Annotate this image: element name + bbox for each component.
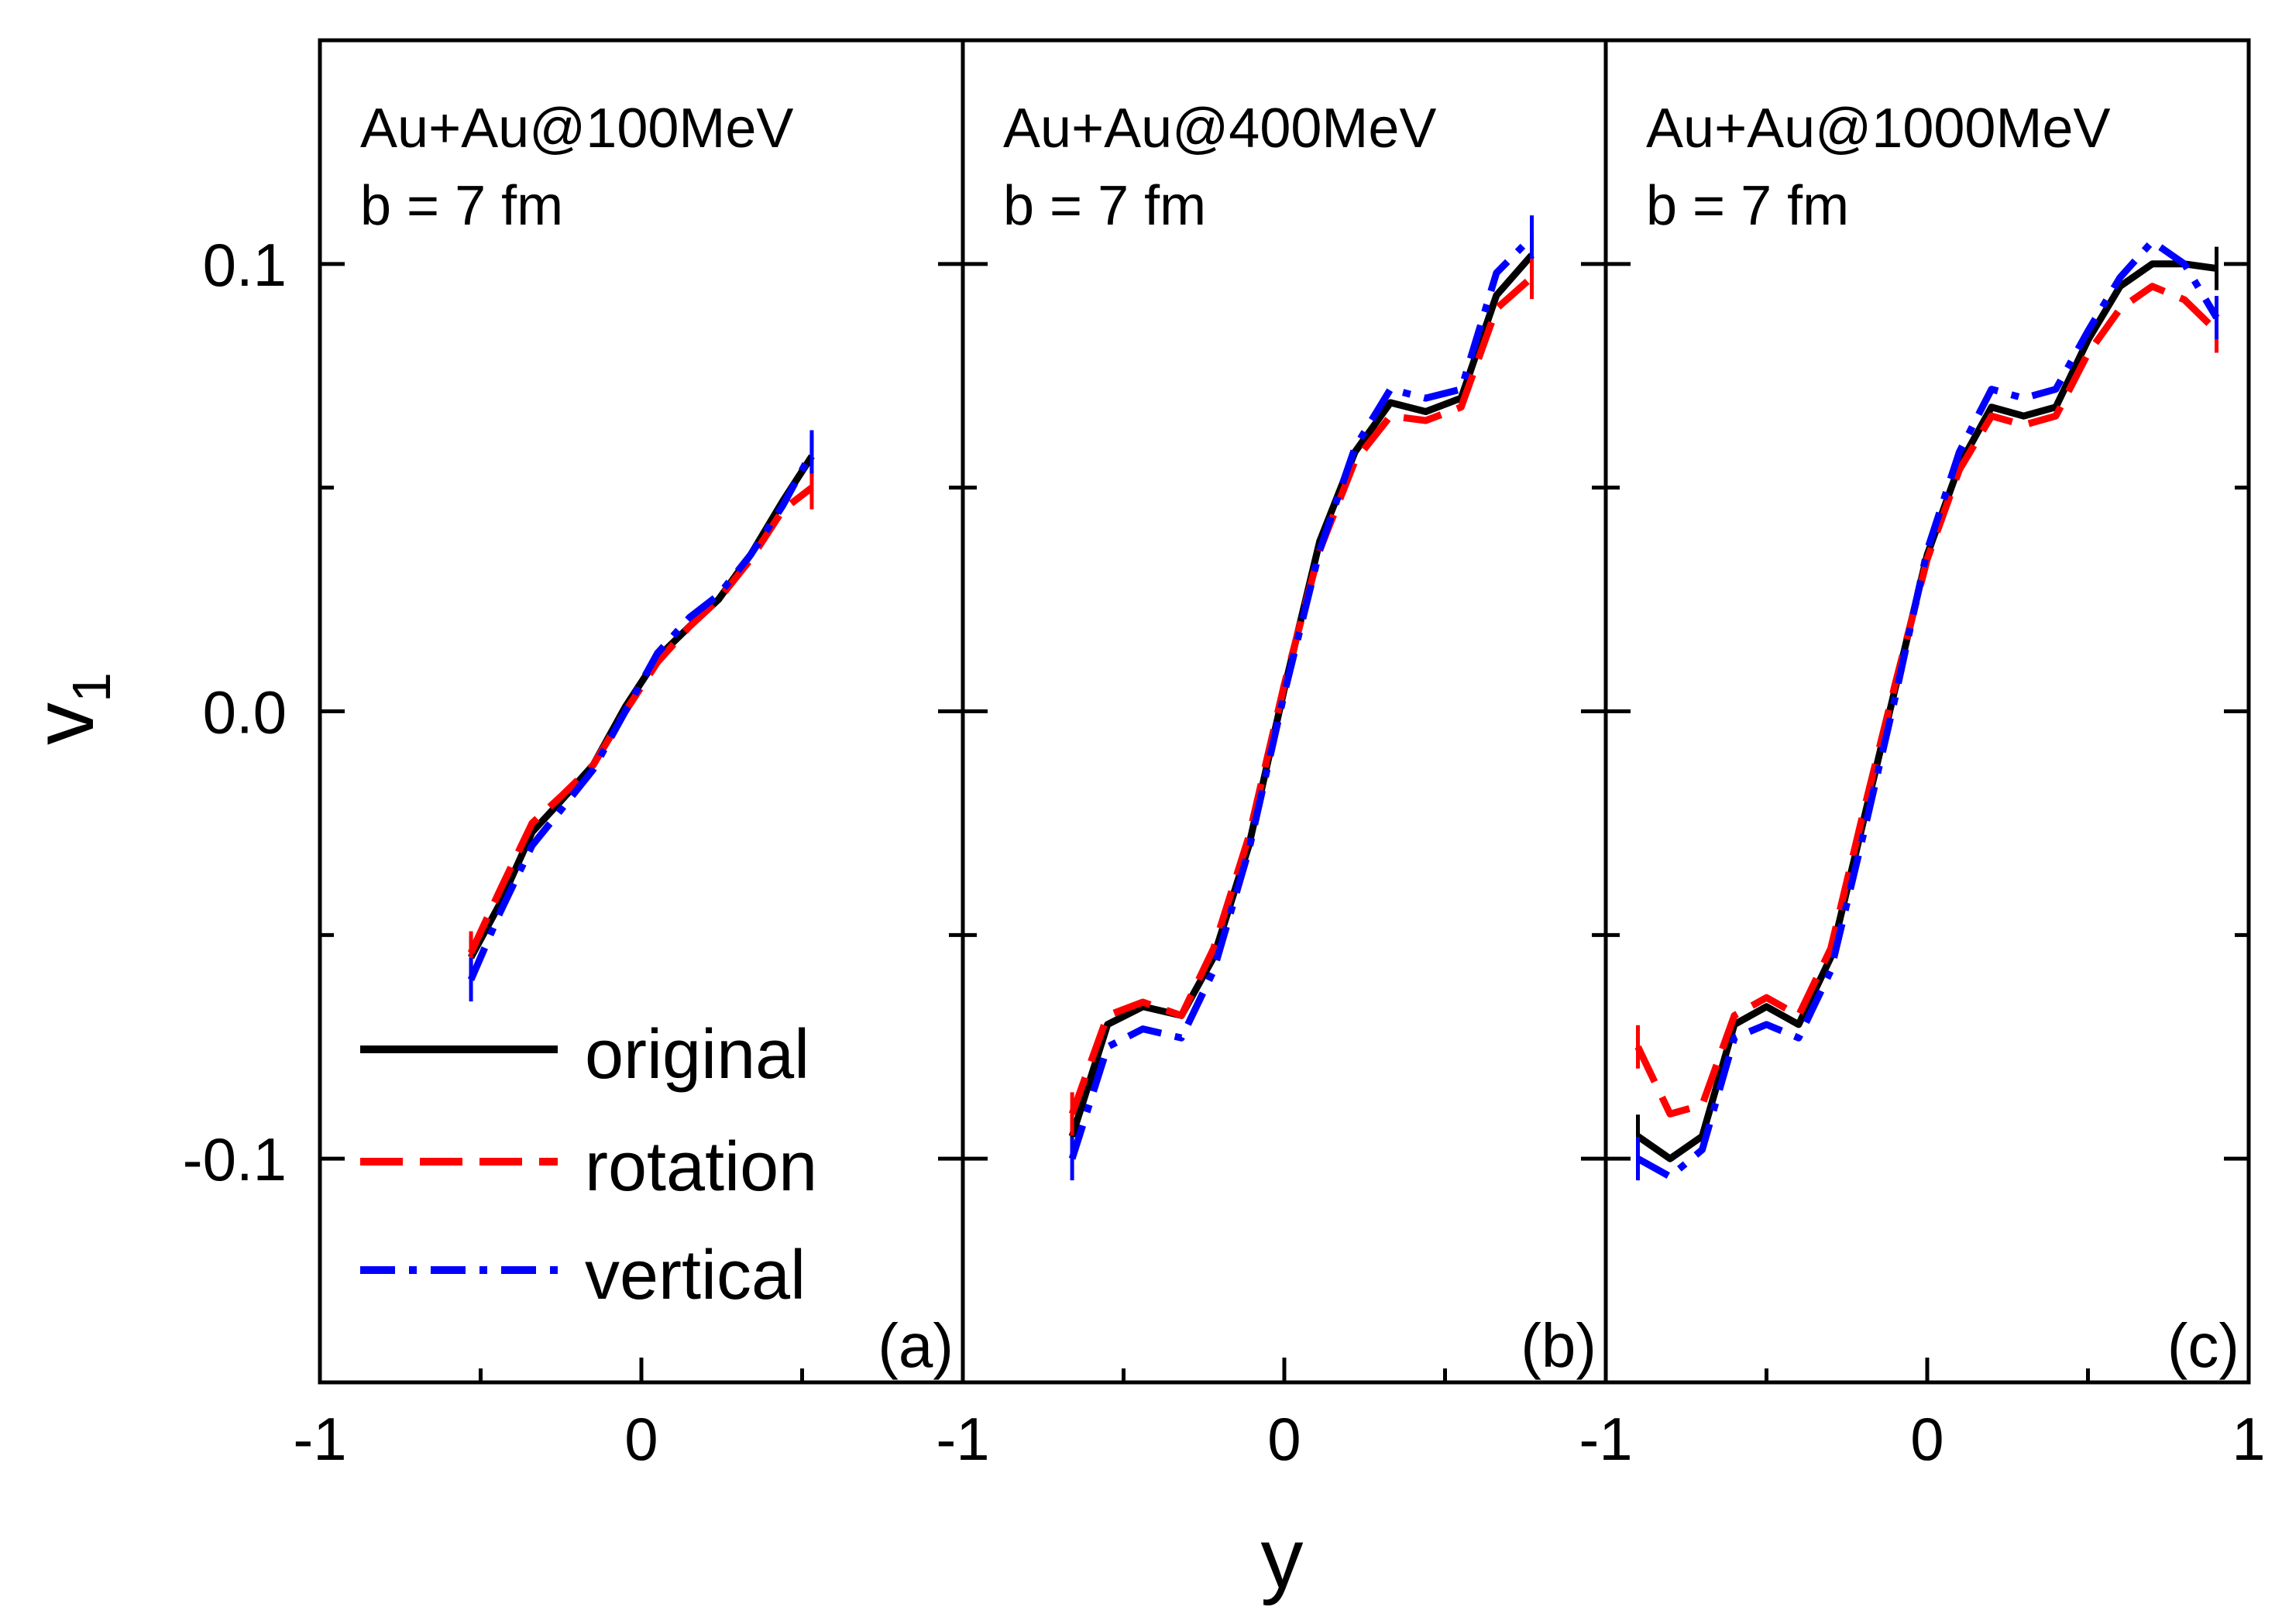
panel-subtitle-2: b = 7 fm <box>1003 175 1206 237</box>
panel-title-1: Au+Au@100MeV <box>360 98 793 160</box>
legend-label-vertical: vertical <box>585 1237 806 1314</box>
y-axis-title-subscript: 1 <box>61 672 122 702</box>
panel-frame-3 <box>1603 38 2251 1385</box>
x-tick-label-3-0: -1 <box>1579 1405 1632 1473</box>
x-tick-label-1-1: 0 <box>624 1405 658 1473</box>
series-vertical-panel-3 <box>1636 238 2220 1180</box>
panel-subtitle-3: b = 7 fm <box>1646 175 1849 237</box>
series-rotation-panel-3 <box>1634 283 2219 1118</box>
series-layer <box>467 215 2220 1181</box>
labels-layer: -1 0 Au+Au@100MeV b = 7 fm (a) -1 0 Au+Au@400Me… <box>183 98 2266 1473</box>
series-vertical-panel-1 <box>467 450 815 981</box>
y-axis-title: v1 <box>16 672 122 745</box>
series-rotation-panel-1 <box>467 485 814 955</box>
series-original-panel-1 <box>468 454 815 960</box>
panel-subtitle-1: b = 7 fm <box>360 175 563 237</box>
x-axis-title: y <box>1261 1511 1304 1606</box>
panel-title-3: Au+Au@1000MeV <box>1646 98 2110 160</box>
panel-letter-1: (a) <box>878 1311 954 1380</box>
legend-label-original: original <box>585 1016 809 1094</box>
y-tick-label-0: 0.1 <box>203 231 287 299</box>
series-original-panel-3 <box>1635 260 2218 1162</box>
legend-label-rotation: rotation <box>585 1128 817 1206</box>
ticks-layer <box>318 262 2251 1382</box>
series-vertical-panel-2 <box>1068 235 1535 1160</box>
y-tick-label-1: 0.0 <box>203 678 287 747</box>
x-tick-label-2-1: 0 <box>1267 1405 1301 1473</box>
panel-letter-2: (b) <box>1521 1311 1596 1380</box>
y-tick-label-2: -0.1 <box>183 1125 287 1193</box>
panel-frame-2 <box>961 38 1608 1385</box>
panel-letter-3: (c) <box>2167 1311 2239 1380</box>
series-rotation-panel-2 <box>1068 274 1535 1115</box>
x-tick-label-2-0: -1 <box>936 1405 989 1473</box>
panel-title-2: Au+Au@400MeV <box>1003 98 1436 160</box>
x-tick-label-3-2: 1 <box>2232 1405 2265 1473</box>
x-tick-label-1-0: -1 <box>293 1405 346 1473</box>
x-tick-label-3-1: 0 <box>1910 1405 1943 1473</box>
legend: original rotation vertical <box>360 1016 817 1314</box>
